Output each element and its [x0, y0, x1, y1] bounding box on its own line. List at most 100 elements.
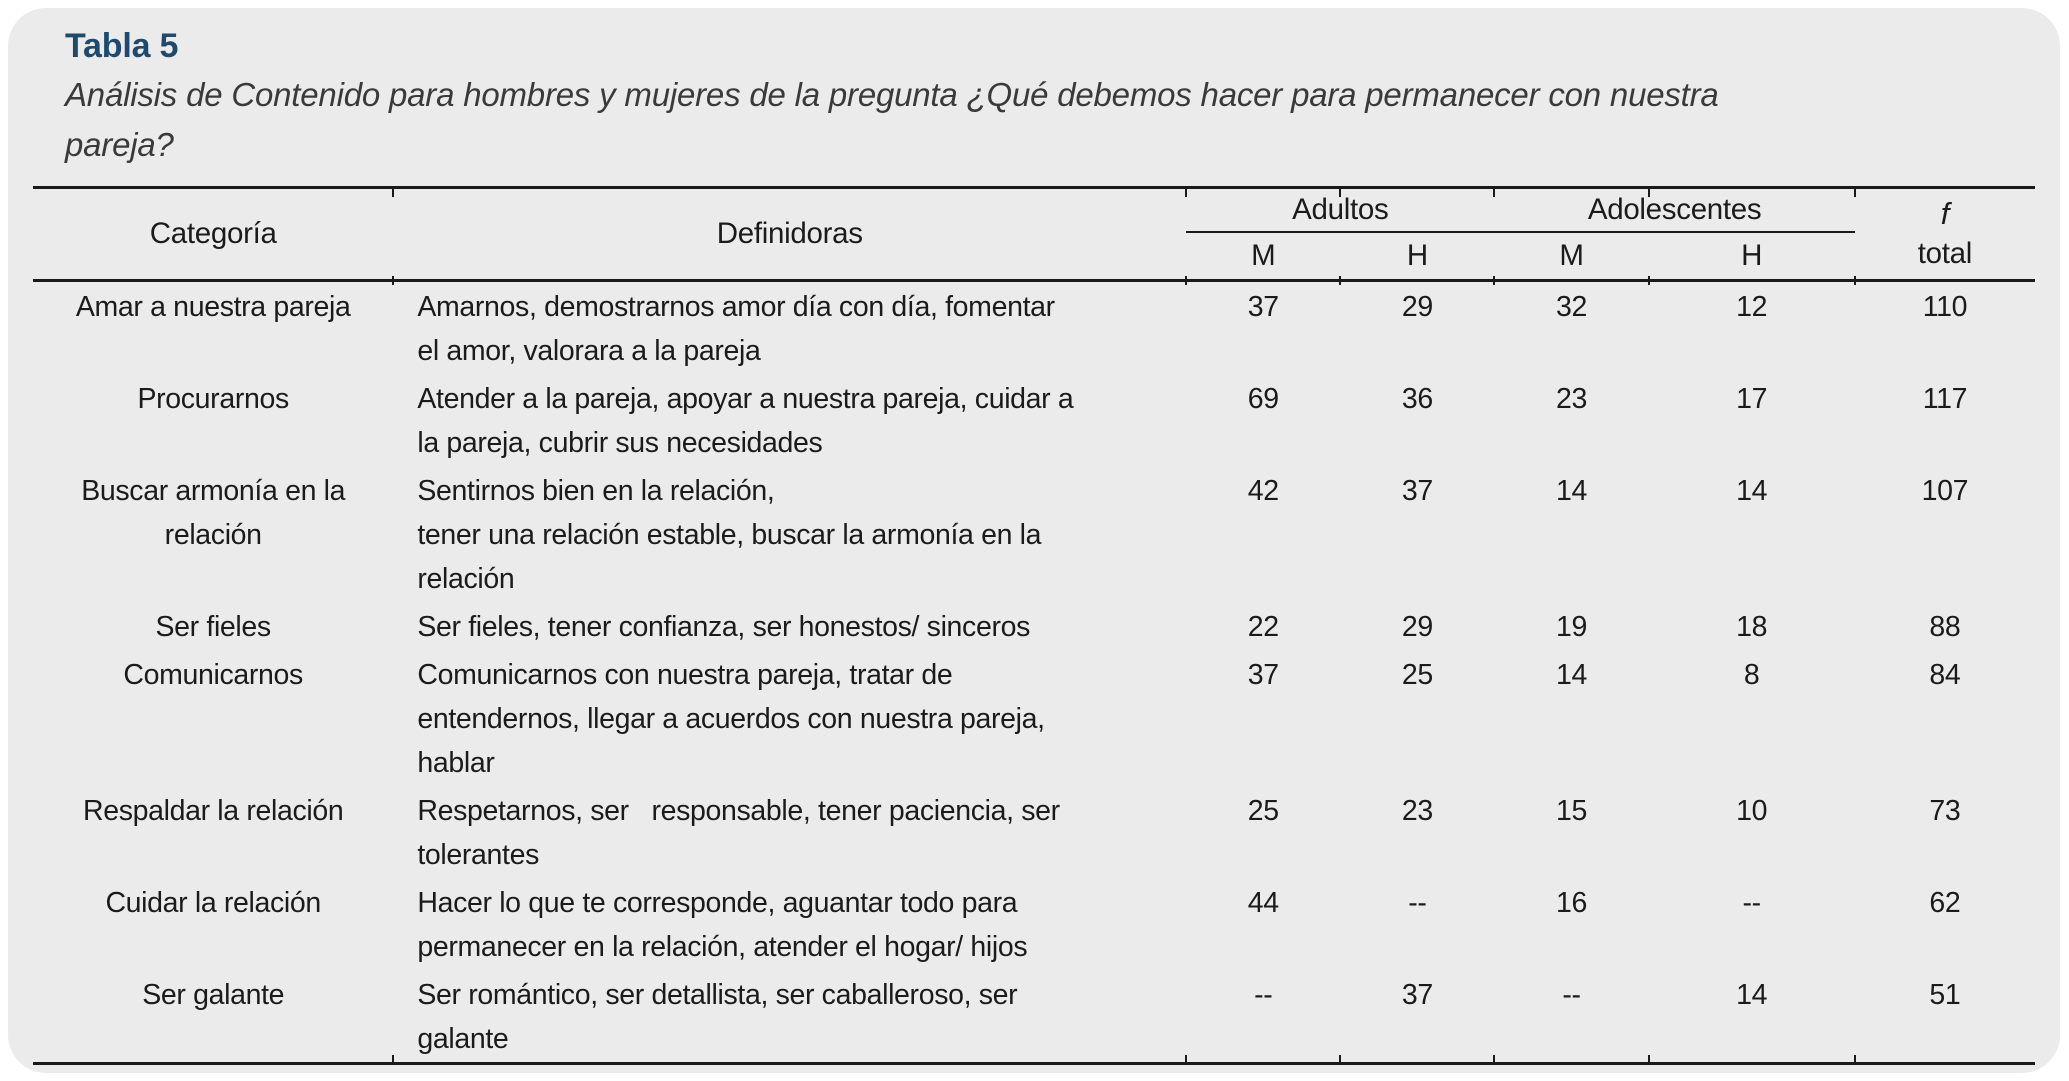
- adolescentes-m-cell: 14: [1494, 650, 1648, 786]
- cell-line: 29: [1401, 611, 1433, 643]
- categoria-cell: Ser galante: [33, 970, 393, 1064]
- table-row: Procurarnos Atender a la pareja, apoyar …: [33, 374, 2035, 466]
- adultos-h-cell: 37: [1340, 466, 1494, 602]
- adultos-h-cell: 37: [1340, 970, 1494, 1064]
- cell-line: 107: [1921, 475, 1969, 507]
- cell-line: 14: [1736, 979, 1768, 1011]
- header-total-label: total: [1917, 237, 1973, 270]
- table-wrap: Categoría Definidoras Adultos Adolescent…: [33, 186, 2035, 1065]
- adolescentes-m-cell: 15: [1494, 786, 1648, 878]
- cell-line: --: [1254, 979, 1273, 1011]
- rule-tick: [1853, 276, 1856, 285]
- cell-line: Respaldar la relación: [82, 795, 344, 827]
- rule-tick: [1647, 188, 1650, 197]
- table-body: Amar a nuestra pareja Amarnos, demostrar…: [33, 281, 2035, 1064]
- definidoras-cell: Atender a la pareja, apoyar a nuestra pa…: [393, 374, 1186, 466]
- rule-tick: [1647, 276, 1650, 285]
- adultos-h-cell: 36: [1340, 374, 1494, 466]
- definidoras-cell: Hacer lo que te corresponde, aguantar to…: [393, 878, 1186, 970]
- cell-line: permanecer en la relación, atender el ho…: [417, 931, 1028, 963]
- f-total-cell: 117: [1855, 374, 2035, 466]
- cell-line: 29: [1401, 291, 1433, 323]
- cell-line: galante: [417, 1023, 509, 1055]
- cell-line: --: [1742, 887, 1762, 919]
- cell-line: Ser romántico, ser detallista, ser cabal…: [417, 979, 1018, 1011]
- cell-line: Buscar armonía en la: [81, 475, 346, 507]
- rule-tick: [1185, 1055, 1188, 1064]
- cell-line: 69: [1247, 383, 1279, 415]
- header-adolescentes-h: H: [1648, 231, 1855, 282]
- table-row: Respaldar la relación Respetarnos, ser r…: [33, 786, 2035, 878]
- cell-line: Atender a la pareja, apoyar a nuestra pa…: [417, 383, 1074, 415]
- caption-line-1: Análisis de Contenido para hombres y muj…: [65, 76, 1719, 113]
- adultos-m-cell: 42: [1186, 466, 1340, 602]
- cell-line: 73: [1929, 795, 1961, 827]
- adultos-m-cell: 25: [1186, 786, 1340, 878]
- f-total-cell: 62: [1855, 878, 2035, 970]
- header-adolescentes-m: M: [1494, 231, 1649, 282]
- adolescentes-m-cell: 19: [1494, 602, 1648, 650]
- adultos-m-cell: 37: [1186, 281, 1340, 375]
- adultos-h-cell: 25: [1340, 650, 1494, 786]
- adultos-m-cell: 37: [1186, 650, 1340, 786]
- categoria-cell: Cuidar la relación: [33, 878, 393, 970]
- header-adultos-m: M: [1186, 231, 1341, 282]
- cell-line: Hacer lo que te corresponde, aguantar to…: [417, 887, 1018, 919]
- header-group-row: Categoría Definidoras Adultos Adolescent…: [33, 187, 2035, 282]
- cell-line: 44: [1247, 887, 1279, 919]
- cell-line: Respetarnos, ser responsable, tener paci…: [417, 795, 1060, 827]
- definidoras-cell: Comunicarnos con nuestra pareja, tratar …: [393, 650, 1186, 786]
- cell-line: 16: [1556, 887, 1588, 919]
- adolescentes-m-cell: 23: [1494, 374, 1648, 466]
- cell-line: 37: [1401, 979, 1433, 1011]
- header-adultos: Adultos: [1186, 187, 1495, 233]
- cell-line: 37: [1247, 659, 1279, 691]
- cell-line: --: [1408, 887, 1427, 919]
- content-table: Categoría Definidoras Adultos Adolescent…: [33, 186, 2035, 1065]
- cell-line: 25: [1401, 659, 1433, 691]
- cell-line: 37: [1401, 475, 1433, 507]
- rule-tick: [392, 1055, 395, 1064]
- cell-line: entendernos, llegar a acuerdos con nuest…: [417, 703, 1045, 735]
- adultos-h-cell: --: [1340, 878, 1494, 970]
- rule-tick: [1493, 276, 1496, 285]
- header-adultos-h: H: [1340, 231, 1495, 282]
- cell-line: Sentirnos bien en la relación,: [417, 475, 775, 507]
- categoria-cell: Buscar armonía en la relación: [33, 466, 393, 602]
- cell-line: Ser fieles, tener confianza, ser honesto…: [417, 611, 1031, 643]
- rule-tick: [1339, 188, 1342, 197]
- cell-line: relación: [164, 519, 262, 551]
- definidoras-cell: Ser romántico, ser detallista, ser cabal…: [393, 970, 1186, 1064]
- cell-line: 18: [1736, 611, 1768, 643]
- rule-tick: [392, 188, 395, 197]
- table-label: Tabla 5: [65, 27, 179, 65]
- table-header: Categoría Definidoras Adultos Adolescent…: [33, 187, 2035, 282]
- adultos-m-cell: 69: [1186, 374, 1340, 466]
- adultos-h-cell: 29: [1340, 281, 1494, 375]
- adolescentes-m-cell: --: [1494, 970, 1648, 1064]
- adolescentes-h-cell: 17: [1649, 374, 1855, 466]
- header-f-symbol: f: [1940, 196, 1950, 231]
- cell-line: 23: [1556, 383, 1588, 415]
- cell-line: Comunicarnos con nuestra pareja, tratar …: [417, 659, 953, 691]
- f-total-cell: 51: [1855, 970, 2035, 1064]
- cell-line: la pareja, cubrir sus necesidades: [417, 427, 823, 459]
- cell-line: Comunicarnos: [123, 659, 303, 691]
- f-total-cell: 107: [1855, 466, 2035, 602]
- categoria-cell: Amar a nuestra pareja: [33, 281, 393, 375]
- f-total-cell: 110: [1855, 281, 2035, 375]
- cell-line: tener una relación estable, buscar la ar…: [417, 519, 1042, 551]
- header-f-total: f total: [1854, 187, 2035, 282]
- rule-tick: [1647, 1055, 1650, 1064]
- categoria-cell: Respaldar la relación: [33, 786, 393, 878]
- cell-line: Procurarnos: [137, 383, 289, 415]
- cell-line: Cuidar la relación: [105, 887, 321, 919]
- rule-tick: [1339, 276, 1342, 285]
- f-total-cell: 73: [1855, 786, 2035, 878]
- adolescentes-h-cell: 14: [1649, 970, 1855, 1064]
- cell-line: 88: [1929, 611, 1961, 643]
- table-caption: Análisis de Contenido para hombres y muj…: [65, 70, 2003, 170]
- definidoras-cell: Amarnos, demostrarnos amor día con día, …: [393, 281, 1186, 375]
- adultos-m-cell: 44: [1186, 878, 1340, 970]
